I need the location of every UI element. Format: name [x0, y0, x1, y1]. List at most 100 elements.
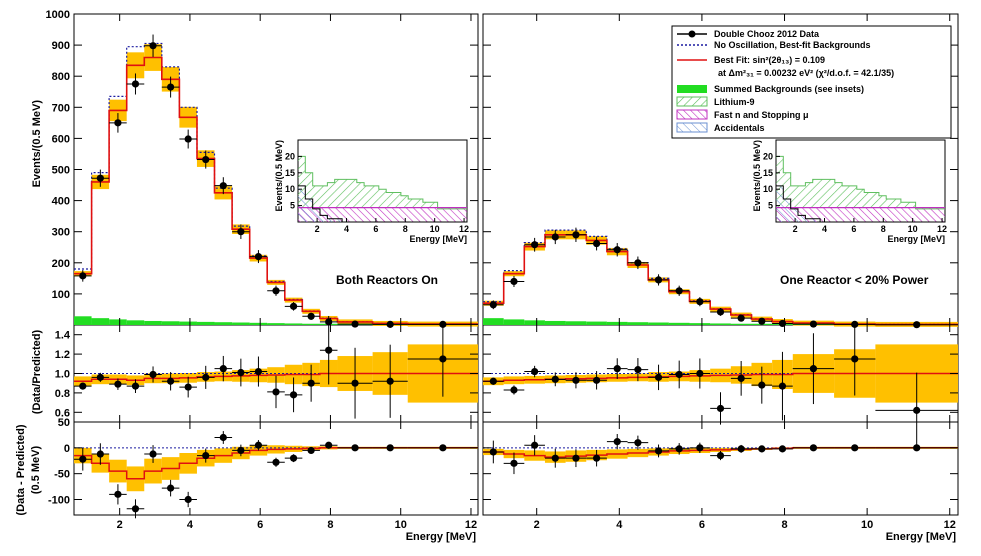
right-spectrum-bkg-bin-5	[586, 321, 607, 325]
left-spectrum-bkg-bin-9	[232, 322, 250, 325]
right-inset-fastn-bin-9	[842, 207, 850, 222]
right-diff-point-16	[851, 444, 859, 452]
right-inset-li9-bin-15	[886, 199, 901, 208]
left-ratio-ytick-label-1.2: 1.2	[55, 349, 70, 361]
left-inset-acc-bin-4	[327, 218, 335, 222]
right-spectrum-point-8	[654, 276, 663, 284]
left-diff-point-4	[149, 450, 157, 458]
left-inset-fastn-bin-16	[422, 207, 438, 222]
bot-y-axis-title-line1: (Data - Predicted)	[15, 424, 27, 515]
left-diff-point-14	[325, 441, 333, 449]
left-spectrum-bkg-bin-7	[196, 321, 215, 325]
left-ratio-point-1	[96, 373, 104, 381]
legend-acc-swatch	[676, 122, 708, 133]
left-inset-fastn-bin-5	[334, 207, 343, 222]
left-spectrum-ytick-label-800: 800	[52, 71, 70, 83]
right-inset-fastn-bin-5	[812, 207, 821, 222]
left-inset-li9-bin-0	[298, 156, 306, 208]
right-diff-point-7	[634, 439, 642, 447]
left-diff-point-15	[351, 444, 359, 452]
left-inset-fastn-bin-6	[342, 207, 350, 222]
right-ratio-point-12	[737, 374, 745, 382]
right-inset-li9-bin-4	[805, 182, 813, 208]
right-spectrum-bkg-bin-4	[565, 321, 587, 325]
right-diff-xtick-label-8: 8	[781, 519, 787, 531]
right-inset-xtick-label-10: 10	[908, 224, 918, 234]
right-inset-xtick-label-2: 2	[793, 224, 798, 234]
right-spectrum-point-13	[758, 317, 766, 325]
left-spectrum-ytick-label-700: 700	[52, 102, 70, 114]
left-spectrum-bkg-bin-11	[267, 323, 285, 325]
right-ratio-point-16	[851, 355, 859, 363]
left-inset-fastn-bin-17	[437, 207, 467, 222]
right-ratio-point-6	[613, 365, 621, 373]
right-diff-point-8	[654, 447, 663, 455]
right-inset-acc-bin-3	[798, 215, 806, 222]
left-spectrum-bkg-bin-12	[284, 323, 303, 325]
right-spectrum-bkg-bin-0	[483, 318, 504, 325]
left-inset-li9-bin-12	[386, 192, 394, 208]
right-ratio-point-9	[675, 370, 683, 379]
left-inset-xtick-label-2: 2	[315, 224, 320, 234]
left-ratio-point-0	[79, 382, 87, 390]
left-diff-xtick-label-10: 10	[395, 519, 407, 531]
right-spectrum-point-17	[913, 321, 921, 329]
left-ratio-point-7	[202, 373, 210, 381]
right-diff-xtick-label-4: 4	[616, 519, 623, 531]
left-inset-acc-bin-1	[305, 199, 313, 222]
left-diff-ytick-label-50: 50	[58, 417, 70, 429]
left-spectrum-bkg-bin-6	[179, 321, 197, 325]
left-inset-li9-bin-3	[320, 185, 328, 208]
left-inset-acc-bin-2	[312, 208, 321, 222]
left-diff-ytick-label--50: -50	[54, 469, 70, 481]
left-spectrum-ytick-label-500: 500	[52, 165, 70, 177]
right-inset-fastn-bin-14	[878, 207, 887, 222]
right-ratio-point-11	[716, 404, 725, 413]
left-diff-point-17	[439, 444, 447, 452]
left-diff-point-2	[114, 490, 122, 498]
left-ratio-point-11	[272, 388, 280, 396]
left-inset-li9-bin-2	[312, 185, 321, 208]
left-spectrum-point-4	[149, 42, 157, 50]
legend-acc-label: Accidentals	[714, 123, 765, 133]
left-ratio-point-13	[307, 379, 315, 387]
right-spectrum-bkg-bin-2	[524, 320, 545, 325]
left-spectrum-ytick-label-300: 300	[52, 227, 70, 239]
right-diff-point-12	[737, 445, 745, 453]
left-spectrum-bkg-bin-1	[91, 318, 110, 325]
left-spectrum-bkg-bin-13	[302, 323, 320, 325]
left-ratio-point-14	[325, 346, 333, 354]
left-diff-xtick-label-6: 6	[257, 519, 263, 531]
legend-best-fit-label-line2: at Δm²₃₁ = 0.00232 eV² (χ²/d.o.f. = 42.1…	[718, 68, 894, 78]
right-ratio-point-13	[758, 381, 766, 389]
right-inset-y-title: Events/(0.5 MeV)	[752, 140, 762, 212]
left-diff-point-9	[237, 446, 245, 455]
left-inset-acc-line	[298, 185, 467, 223]
right-inset-fastn-bin-11	[856, 207, 865, 222]
right-ratio-point-8	[654, 373, 663, 381]
left-spectrum-point-15	[351, 320, 359, 328]
left-diff-xtick-label-8: 8	[327, 519, 333, 531]
left-inset-fastn-bin-13	[393, 207, 401, 222]
left-diff-xtick-label-4: 4	[187, 519, 194, 531]
left-inset-ytick-label-10: 10	[285, 184, 295, 194]
plot-layer: 10020030040050060070080090010000.60.81.0…	[46, 9, 958, 531]
right-inset-fastn-bin-16	[900, 207, 916, 222]
right-diff-xtick-label-2: 2	[534, 519, 540, 531]
legend-bkg-swatch	[677, 85, 707, 93]
left-diff-point-1	[96, 450, 104, 458]
right-inset-li9-bin-9	[842, 185, 850, 208]
right-diff-point-5	[592, 454, 601, 462]
left-diff-point-6	[184, 495, 192, 504]
left-diff-point-5	[167, 484, 175, 492]
left-inset-li9-bin-10	[371, 185, 379, 208]
right-ratio-point-17	[913, 406, 921, 414]
right-inset-li9-bin-12	[864, 192, 872, 208]
left-spectrum-point-8	[219, 182, 227, 190]
legend-best-fit-label: Best Fit: sin²(2θ₁₃) = 0.109	[714, 55, 825, 65]
left-spectrum-ytick-label-100: 100	[52, 289, 70, 301]
bot-y-axis-title-line2: (0.5 MeV)	[30, 446, 42, 495]
left-spectrum-ytick-label-200: 200	[52, 258, 70, 270]
left-inset-li9-bin-9	[364, 185, 372, 208]
left-inset-fastn-bin-10	[371, 207, 379, 222]
